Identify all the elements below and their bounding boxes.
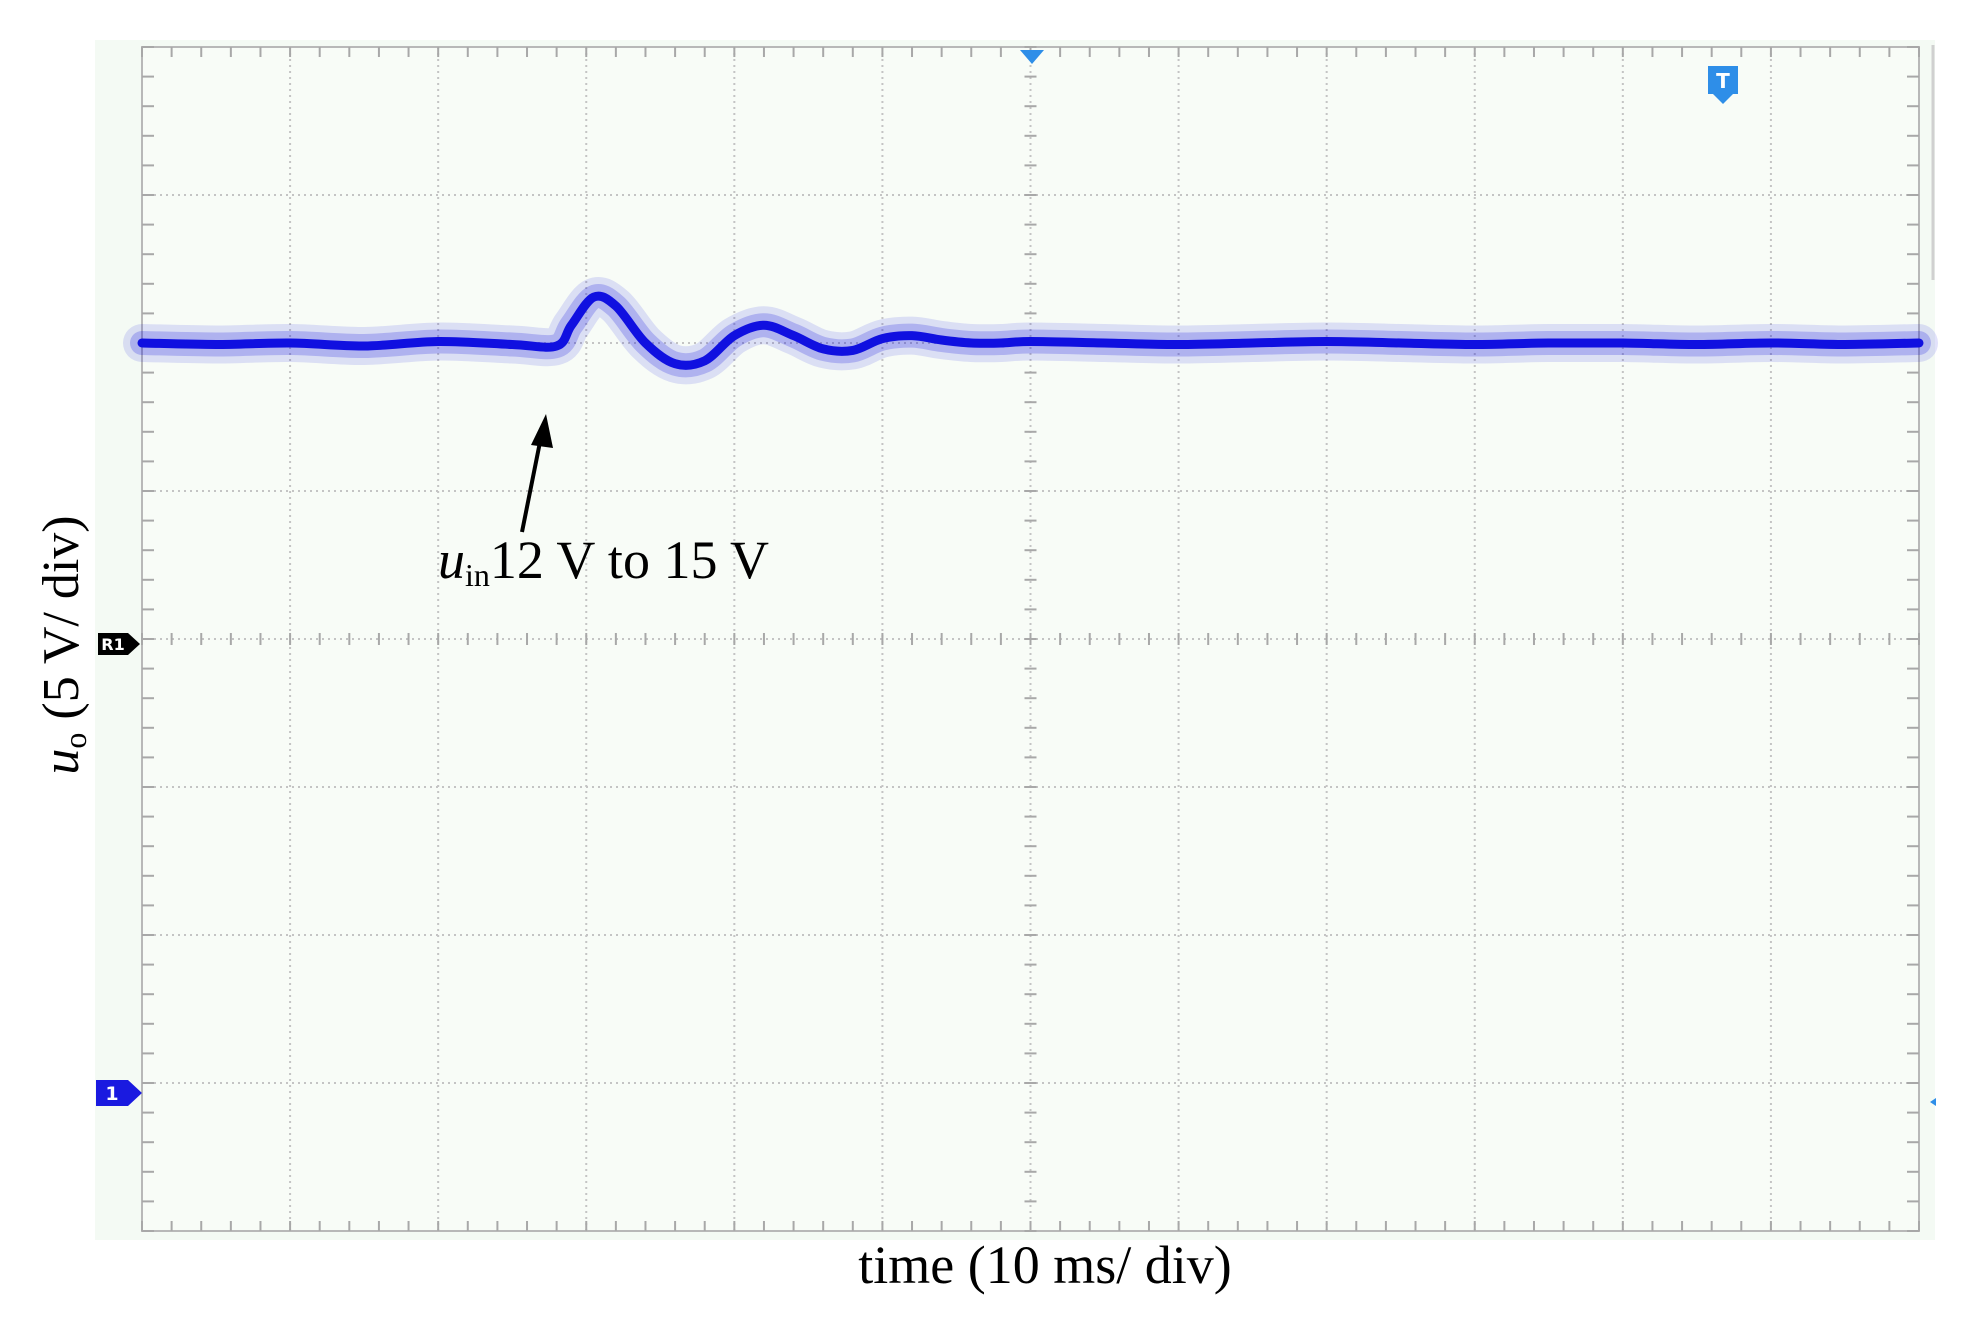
trace-point: [1844, 344, 1846, 346]
trigger-marker-label: T: [1716, 69, 1730, 93]
trace-point: [911, 335, 913, 337]
x-axis-label: time (10 ms/ div): [858, 1235, 1231, 1295]
ref-marker-box: [98, 633, 128, 655]
trace-point: [1000, 342, 1002, 344]
trace-point: [1548, 342, 1550, 344]
trigger-marker-box: [1708, 66, 1738, 94]
trace-point: [763, 324, 765, 326]
trace-point: [1474, 344, 1476, 346]
trace-point: [437, 341, 439, 343]
trigger-marker-pointer: [1713, 94, 1733, 104]
trace-point: [570, 324, 572, 326]
trace-point: [1696, 344, 1698, 346]
y-axis-rest: (5 V/ div): [33, 515, 90, 732]
ref-marker-pointer: [128, 633, 140, 655]
trace-point: [363, 345, 365, 347]
annotation-arrow-line: [520, 431, 544, 533]
trace-point: [704, 360, 706, 362]
trace-line-0: [137, 291, 1924, 370]
trace-point: [1252, 342, 1254, 344]
trace-point: [881, 338, 883, 340]
trace-point: [1400, 342, 1402, 344]
trace-point: [1918, 342, 1920, 344]
trace-point: [556, 345, 558, 347]
trace-point: [941, 339, 943, 341]
channel-marker-pointer: [128, 1080, 142, 1106]
annotation-var: u: [438, 530, 465, 590]
annotation-sub: in: [465, 557, 490, 593]
y-axis-sub: o: [57, 733, 93, 749]
trace-point: [615, 305, 617, 307]
trace-point: [1030, 341, 1032, 343]
trace-point: [593, 296, 595, 298]
trace-point: [215, 344, 217, 346]
right-edge-marker: [1930, 1098, 1936, 1106]
channel-1-marker[interactable]: 1: [96, 1080, 142, 1106]
trace-point: [1104, 342, 1106, 344]
trace-point: [1178, 344, 1180, 346]
trace-point: [822, 348, 824, 350]
trigger-position-marker[interactable]: [1020, 50, 1044, 64]
annotation: uin12 V to 15 V: [438, 414, 769, 593]
ref-marker-label: R1: [101, 635, 124, 654]
y-axis-label: uo (5 V/ div): [33, 515, 93, 774]
trace-point: [511, 344, 513, 346]
trace-point: [289, 342, 291, 344]
trigger-level-marker[interactable]: T: [1708, 66, 1738, 104]
trace-point: [645, 342, 647, 344]
annotation-label: uin12 V to 15 V: [438, 530, 769, 593]
trace-point: [852, 349, 854, 351]
annotation-arrow-head: [531, 414, 553, 448]
trace-point: [1622, 342, 1624, 344]
trace-point: [1326, 341, 1328, 343]
trace-point: [733, 335, 735, 337]
trace-point: [970, 342, 972, 344]
trace-point: [674, 363, 676, 365]
trace-point: [793, 335, 795, 337]
trace-point: [1770, 342, 1772, 344]
trace-point: [141, 342, 143, 344]
channel-marker-box: [96, 1080, 128, 1106]
waveform-trace: [123, 277, 1938, 385]
minor-ticks: [141, 46, 1920, 1232]
annotation-text: 12 V to 15 V: [490, 530, 769, 590]
channel-marker-label: 1: [105, 1083, 118, 1105]
y-axis-var: u: [33, 749, 90, 775]
ref-marker-r1[interactable]: R1: [98, 633, 140, 655]
